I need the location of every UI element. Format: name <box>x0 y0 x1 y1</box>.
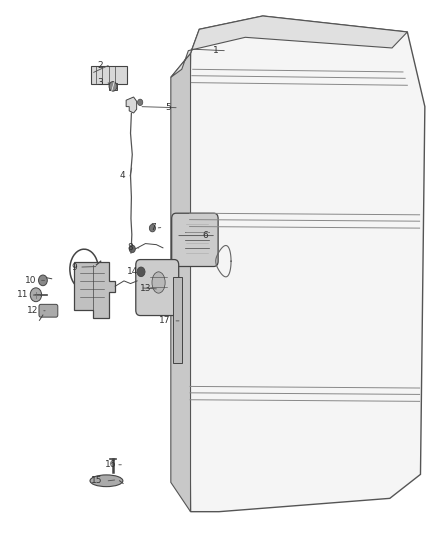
Text: 4: 4 <box>119 172 125 180</box>
FancyBboxPatch shape <box>109 83 117 90</box>
Circle shape <box>138 99 143 106</box>
Text: 8: 8 <box>128 244 134 252</box>
Text: 2: 2 <box>97 61 103 70</box>
Ellipse shape <box>90 475 123 487</box>
Text: 14: 14 <box>127 267 138 276</box>
Text: 16: 16 <box>105 461 116 469</box>
Text: 12: 12 <box>27 306 39 315</box>
Circle shape <box>30 288 42 302</box>
Circle shape <box>39 275 47 286</box>
Text: 10: 10 <box>25 276 36 285</box>
FancyBboxPatch shape <box>173 277 182 363</box>
Circle shape <box>129 245 135 253</box>
Text: 17: 17 <box>159 317 171 325</box>
Text: 6: 6 <box>202 231 208 240</box>
Polygon shape <box>171 53 191 512</box>
Ellipse shape <box>152 272 165 293</box>
Text: 5: 5 <box>165 103 171 112</box>
Text: 3: 3 <box>97 78 103 87</box>
Polygon shape <box>74 262 115 318</box>
Polygon shape <box>171 16 407 77</box>
FancyBboxPatch shape <box>172 213 218 266</box>
Circle shape <box>109 82 117 91</box>
Text: 11: 11 <box>17 290 28 299</box>
Text: 15: 15 <box>92 477 103 485</box>
Text: 13: 13 <box>140 285 151 293</box>
Text: 1: 1 <box>213 46 219 55</box>
Circle shape <box>149 224 155 232</box>
FancyBboxPatch shape <box>39 304 58 317</box>
Polygon shape <box>126 97 137 113</box>
Circle shape <box>137 267 145 277</box>
FancyBboxPatch shape <box>91 66 127 84</box>
Text: 9: 9 <box>71 263 77 271</box>
Text: 7: 7 <box>150 223 155 232</box>
FancyBboxPatch shape <box>136 260 179 316</box>
Polygon shape <box>188 16 425 512</box>
